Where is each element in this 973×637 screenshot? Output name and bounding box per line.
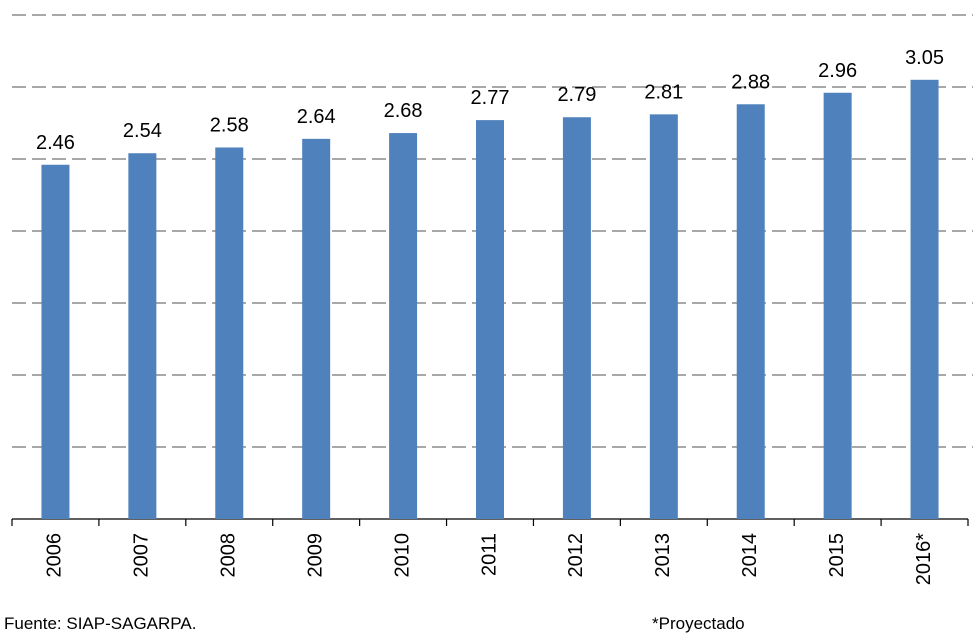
value-label: 2.81 [644, 81, 683, 103]
value-label: 2.79 [557, 84, 596, 106]
bar [302, 138, 331, 519]
bar [910, 79, 939, 520]
value-label: 2.54 [123, 120, 162, 142]
value-label: 2.58 [210, 114, 249, 136]
x-tick-label: 2015 [826, 533, 848, 578]
value-label: 3.05 [905, 47, 944, 69]
bar [476, 120, 504, 520]
x-tick-label: 2011 [478, 533, 500, 576]
value-label: 2.68 [384, 100, 423, 122]
x-tick-label: 2016* [913, 533, 935, 585]
x-tick-label: 2014 [739, 533, 761, 578]
bar [649, 114, 678, 520]
value-label: 2.64 [297, 106, 336, 128]
value-label: 2.88 [731, 71, 770, 93]
bar [736, 104, 765, 519]
x-tick-label: 2009 [304, 533, 326, 578]
bar [128, 153, 157, 520]
bar [215, 147, 244, 520]
bar [41, 164, 70, 519]
x-tick-label: 2012 [565, 533, 587, 578]
value-label: 2.96 [818, 60, 857, 82]
bar [389, 133, 418, 519]
x-tick-label: 2013 [652, 533, 674, 578]
x-tick-label: 2007 [131, 533, 153, 578]
value-label: 2.46 [36, 132, 75, 154]
bar [562, 117, 591, 520]
footnote: *Proyectado [652, 614, 745, 633]
x-tick-label: 2010 [391, 533, 413, 578]
source-note: Fuente: SIAP-SAGARPA. [4, 614, 196, 633]
value-label: 2.77 [471, 87, 510, 109]
bar [823, 92, 852, 519]
x-tick-label: 2006 [44, 533, 66, 578]
x-tick-label: 2008 [218, 533, 240, 578]
